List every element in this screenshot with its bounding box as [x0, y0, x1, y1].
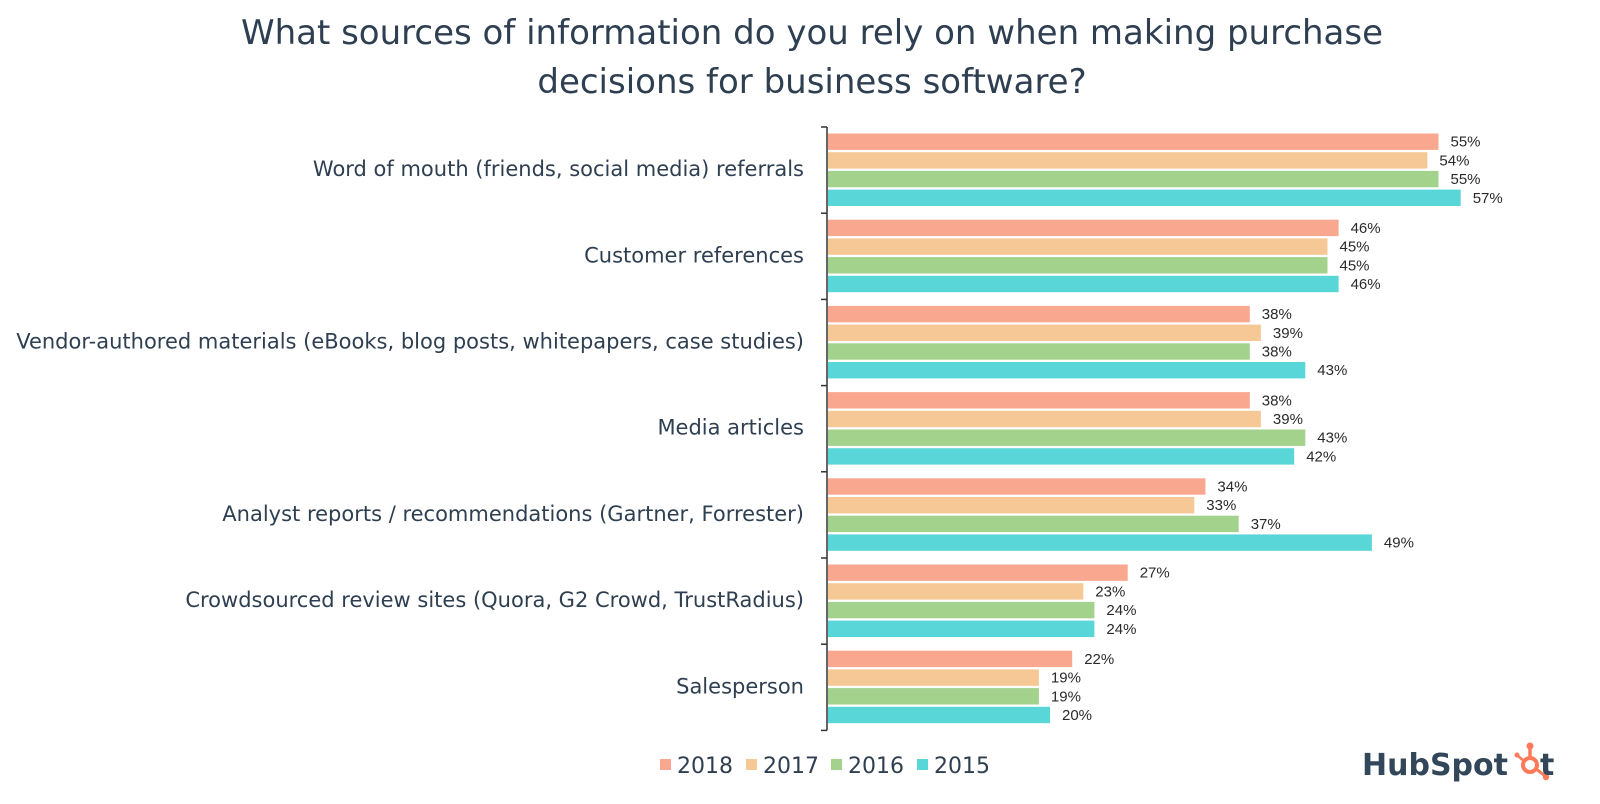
value-label: 19%: [1051, 688, 1081, 705]
bar-2015: [828, 275, 1339, 293]
value-label: 24%: [1106, 602, 1136, 619]
legend-label: 2018: [677, 754, 733, 779]
bar-2015: [828, 706, 1050, 724]
category-label: Salesperson: [676, 674, 804, 698]
value-label: 33%: [1206, 497, 1236, 514]
svg-text:t: t: [1540, 748, 1554, 783]
category-label: Word of mouth (friends, social media) re…: [313, 157, 804, 181]
legend-item-2018: 2018: [660, 754, 733, 779]
category-label: Vendor-authored materials (eBooks, blog …: [16, 330, 804, 354]
legend-swatch: [831, 759, 842, 770]
value-label: 24%: [1106, 621, 1136, 638]
bar-2015: [828, 620, 1095, 637]
legend-label: 2016: [848, 754, 904, 779]
value-label: 39%: [1273, 411, 1303, 428]
bar-2018: [828, 392, 1250, 409]
chart-title: What sources of information do you rely …: [241, 13, 1383, 102]
legend-swatch: [746, 759, 757, 770]
bar-2018: [828, 650, 1073, 668]
bar-2018: [828, 133, 1439, 150]
bar-2016: [828, 515, 1239, 533]
category-label: Analyst reports / recommendations (Gartn…: [222, 502, 804, 526]
category-label: Crowdsourced review sites (Quora, G2 Cro…: [185, 588, 804, 612]
hubspot-sprocket-icon: t: [1514, 742, 1554, 783]
legend-item-2016: 2016: [831, 754, 904, 779]
bar-2016: [828, 257, 1328, 274]
category-axis: [821, 126, 828, 732]
category-label: Customer references: [584, 243, 804, 267]
value-label: 19%: [1051, 670, 1081, 687]
value-label: 45%: [1340, 239, 1370, 256]
value-label: 20%: [1062, 707, 1092, 724]
category-labels: Word of mouth (friends, social media) re…: [16, 157, 804, 698]
value-label: 38%: [1262, 392, 1292, 409]
bar-2015: [828, 534, 1372, 551]
value-label: 55%: [1451, 134, 1481, 151]
value-label: 23%: [1095, 583, 1125, 600]
category-label: Media articles: [657, 416, 804, 440]
bar-2016: [828, 343, 1250, 360]
value-label: 46%: [1351, 276, 1381, 293]
bar-2018: [828, 478, 1206, 495]
bar-2018: [828, 305, 1250, 323]
bar-2018: [828, 564, 1128, 581]
bar-2017: [828, 152, 1428, 169]
bars: [828, 133, 1461, 724]
value-label: 27%: [1140, 565, 1170, 582]
value-label: 55%: [1451, 171, 1481, 188]
bar-2016: [828, 429, 1306, 446]
chart-title-line: decisions for business software?: [537, 62, 1086, 102]
value-label: 34%: [1217, 478, 1247, 495]
bar-2015: [828, 189, 1461, 206]
value-label: 46%: [1351, 220, 1381, 237]
bar-2016: [828, 170, 1439, 188]
value-label: 38%: [1262, 306, 1292, 323]
value-label: 38%: [1262, 343, 1292, 360]
value-label: 43%: [1317, 362, 1347, 379]
value-labels: 55% 46% 38% 38% 34% 27% 22% 54% 45% 39% 39% 33% 23% 1…: [1051, 134, 1503, 724]
value-label: 42%: [1306, 448, 1336, 465]
bar-2017: [828, 324, 1261, 341]
legend-label: 2015: [934, 754, 990, 779]
legend-label: 2017: [763, 754, 819, 779]
bar-2017: [828, 583, 1084, 600]
bar-2017: [828, 410, 1261, 428]
bar-2017: [828, 497, 1195, 514]
bar-2015: [828, 448, 1295, 465]
legend-item-2017: 2017: [746, 754, 819, 779]
chart-title-line: What sources of information do you rely …: [241, 13, 1383, 53]
bar-2018: [828, 219, 1339, 237]
value-label: 39%: [1273, 325, 1303, 342]
logo-text: HubSpot: [1362, 748, 1508, 783]
legend-swatch: [917, 759, 928, 770]
value-label: 37%: [1251, 516, 1281, 533]
bar-2015: [828, 362, 1306, 379]
hubspot-logo: HubSpot t: [1362, 742, 1554, 783]
value-label: 45%: [1340, 257, 1370, 274]
value-label: 22%: [1084, 651, 1114, 668]
value-label: 54%: [1439, 152, 1469, 169]
bar-2017: [828, 238, 1328, 255]
value-label: 57%: [1473, 190, 1503, 207]
legend-item-2015: 2015: [917, 754, 990, 779]
legend-swatch: [660, 759, 671, 770]
bar-2016: [828, 688, 1039, 705]
legend: 2018 2017 2016 2015: [660, 754, 990, 779]
value-label: 49%: [1384, 535, 1414, 552]
value-label: 43%: [1317, 430, 1347, 447]
bar-2017: [828, 669, 1039, 686]
bar-2016: [828, 601, 1095, 619]
